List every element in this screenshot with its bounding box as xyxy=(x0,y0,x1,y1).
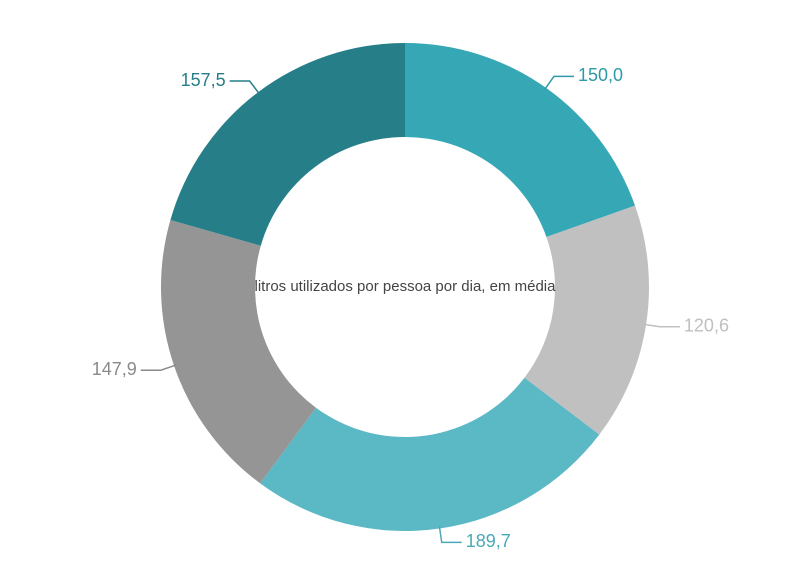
leader-line xyxy=(229,80,260,95)
data-label: 150,0 xyxy=(578,65,623,85)
donut-segment xyxy=(260,377,600,531)
data-label: 157,5 xyxy=(181,70,226,90)
leader-line xyxy=(643,323,680,328)
donut-segment xyxy=(524,205,649,435)
data-label: 189,7 xyxy=(466,531,511,551)
donut-segment xyxy=(170,43,405,246)
data-label: 120,6 xyxy=(684,316,729,336)
leader-line xyxy=(140,364,177,371)
leader-line xyxy=(544,75,574,90)
data-label: 147,9 xyxy=(92,359,137,379)
center-text: litros utilizados por pessoa por dia, em… xyxy=(255,278,557,295)
leader-line xyxy=(438,526,462,544)
donut-segment xyxy=(405,43,636,237)
donut-segment xyxy=(160,219,316,484)
